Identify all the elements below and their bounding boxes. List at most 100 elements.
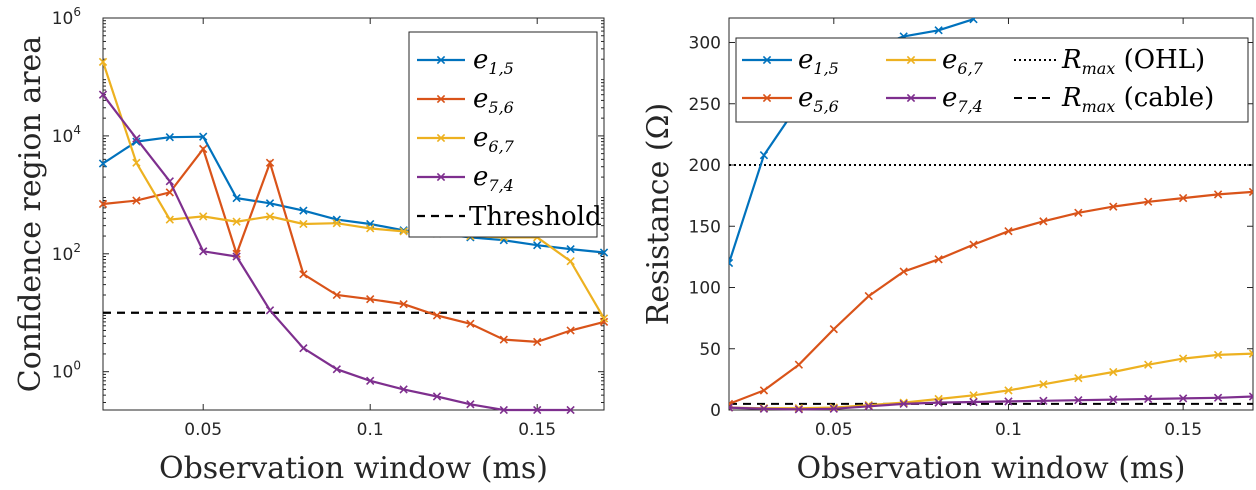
legend-label-e74-base: e [942,83,957,113]
legend-label-e15-sub: 1,5 [813,59,838,78]
y-tick-label: 100 [689,279,721,299]
data-point-e15 [165,133,174,142]
y-tick-exponent: 2 [73,241,81,255]
data-point-e56 [432,311,442,320]
data-point-e56 [533,337,542,347]
data-point-e56 [499,335,508,344]
data-point-e56 [829,324,838,334]
data-point-e56 [299,270,308,279]
data-point-e67 [366,224,375,233]
data-point-e56 [466,319,475,328]
data-point-e15 [98,159,108,168]
data-point-e67 [332,219,341,228]
legend-marker-e67 [436,133,446,143]
data-point-e56 [98,199,108,209]
data-point-e74 [533,405,542,415]
legend-label-e56-base: e [473,84,488,114]
data-point-e15 [934,26,943,35]
data-point-e56 [969,240,978,249]
legend-marker-e56 [436,94,446,104]
legend-label-e56-sub: 5,6 [813,97,838,116]
data-point-e56 [399,299,408,309]
data-point-e74 [1039,396,1048,405]
y-tick-exponent: 6 [73,5,81,19]
legend-marker-e74 [906,93,916,103]
data-point-e74 [829,404,838,413]
legend-label-e15-sub: 1,5 [488,59,513,78]
data-point-e74 [794,405,804,414]
y-tick-exponent: 0 [73,359,81,373]
data-point-e56 [599,317,609,327]
legend-label-e15: e1,5 [798,45,839,78]
legend-label-ref-dashed-base: R [1061,83,1082,113]
series-line-e15 [102,135,605,254]
data-point-e74 [1178,394,1188,403]
legend-label-ref-dotted-sub: max [1082,59,1116,78]
data-point-e56 [199,144,208,154]
data-point-e56 [864,291,873,301]
data-point-e56 [1144,197,1153,206]
data-point-e67 [232,217,241,226]
data-point-e67 [829,403,838,412]
data-point-e15 [232,193,241,203]
data-point-e67 [794,403,804,413]
data-point-e67 [265,212,275,221]
legend-label-e74: e7,4 [942,83,983,116]
legend-label-e67-base: e [942,45,957,75]
data-point-e74 [499,405,508,415]
legend-marker-e74 [436,172,446,182]
data-point-e15 [199,132,208,141]
data-point-e15 [332,215,341,224]
data-point-e56 [1178,193,1188,203]
series-group-right [729,18,1253,414]
data-point-e74 [132,134,141,143]
y-tick-label: 150 [689,217,721,237]
data-point-e74 [165,177,174,186]
data-point-e74 [332,365,341,374]
data-point-e56 [566,326,575,335]
legend-marker-e67 [906,55,916,65]
data-point-e56 [366,294,375,304]
data-point-e67 [1213,350,1223,360]
data-point-e67 [1178,354,1188,363]
data-point-e67 [1109,367,1118,377]
x-axis-label: Observation window (ms) [159,451,548,486]
data-point-e67 [969,391,978,400]
legend-label-ref-dashed-sub: max [1082,97,1116,116]
legend-label-e67-base: e [473,123,488,153]
legend-label-ref-dotted: Rmax (OHL) [1061,45,1205,78]
legend-label-e56: e5,6 [473,84,514,117]
y-tick-label: 250 [689,95,721,115]
data-point-e15 [969,18,978,24]
legend-label-e15-base: e [473,45,488,75]
legend-label-ref-dashed: Rmax (cable) [1061,83,1214,116]
data-point-e15 [132,137,141,146]
y-tick-label: 0 [710,401,721,421]
data-point-e56 [265,158,275,167]
x-tick-label: 0.15 [1164,420,1202,440]
data-point-e74 [1144,394,1153,404]
series-line-e56 [102,146,605,344]
data-point-e74 [432,392,442,401]
data-point-e67 [132,158,141,167]
y-tick-label: 106 [52,5,81,29]
data-point-e15 [566,244,575,254]
data-point-e74 [199,247,208,256]
data-point-e67 [1248,349,1253,358]
legend-label-e67: e6,7 [942,45,984,78]
legend-label-e74-sub: 7,4 [957,97,982,116]
legend-label-e74-base: e [473,162,488,192]
data-point-e56 [934,255,943,264]
data-point-e56 [165,188,174,197]
data-point-e56 [1004,226,1013,236]
series-line-e74 [729,395,1253,411]
data-point-e74 [1248,392,1253,401]
legend-label-e56-sub: 5,6 [488,98,513,117]
data-point-e74 [729,403,734,412]
y-tick-label: 102 [52,241,81,265]
data-point-e15 [299,206,308,215]
y-tick-exponent: 4 [73,123,81,137]
series-line-e67 [729,352,1253,410]
data-point-e15 [599,248,609,257]
data-point-e74 [265,306,275,315]
